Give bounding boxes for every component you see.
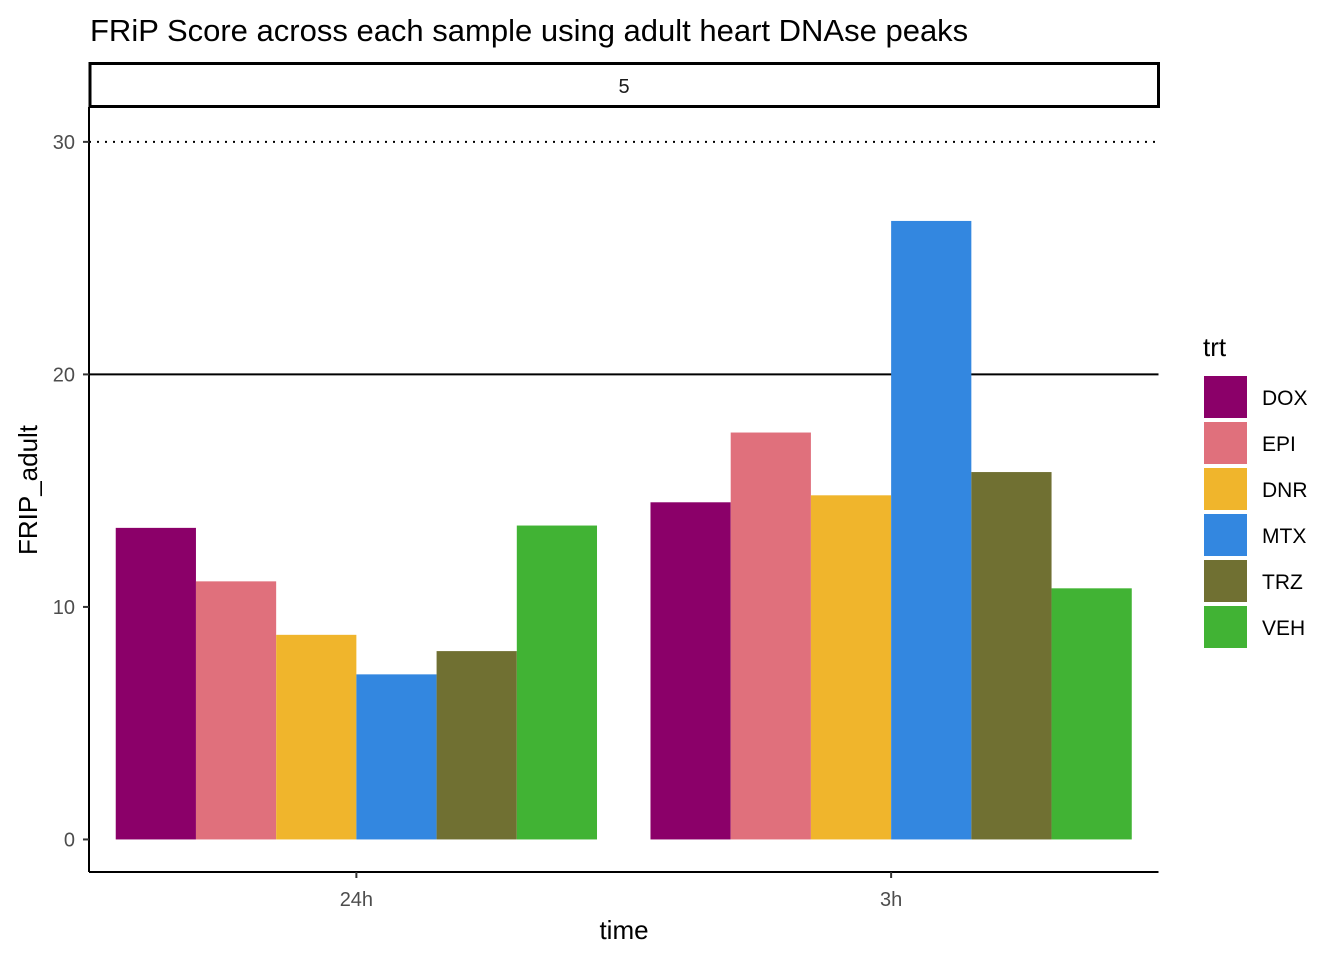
bars <box>115 220 1132 840</box>
bar-epi-3h <box>730 432 811 840</box>
legend-title: trt <box>1203 332 1227 362</box>
facet-strip-box <box>88 62 1160 108</box>
bar-mtx-24h <box>356 674 437 840</box>
axes <box>88 107 1159 873</box>
bar-epi-24h <box>195 581 277 840</box>
bar-dox-24h <box>115 527 196 840</box>
legend-label-epi: EPI <box>1262 433 1296 456</box>
legend-label-mtx: MTX <box>1262 525 1306 548</box>
bar-trz-24h <box>436 651 517 840</box>
legend-key-mtx <box>1204 514 1247 556</box>
chart-title: FRiP Score across each sample using adul… <box>90 13 968 48</box>
bar-mtx-3h <box>891 220 972 840</box>
y-tick-label-10: 10 <box>53 597 75 619</box>
y-axis-title: FRIP_adult <box>13 424 43 555</box>
reference-lines <box>89 140 1159 376</box>
bar-dnr-3h <box>810 495 892 840</box>
legend-label-trz: TRZ <box>1262 571 1303 594</box>
legend-key-dox <box>1204 376 1247 418</box>
legend-key-epi <box>1204 422 1247 464</box>
y-tick-label-20: 20 <box>53 364 75 386</box>
bar-veh-3h <box>1051 588 1132 840</box>
x-ticks: 24h 3h <box>340 872 902 911</box>
y-tick-label-0: 0 <box>64 829 75 851</box>
legend-key-dnr <box>1204 468 1247 510</box>
bar-trz-3h <box>971 472 1052 840</box>
facet-strip-label: 5 <box>618 76 629 98</box>
legend-key-trz <box>1204 560 1247 602</box>
y-tick-label-30: 30 <box>53 132 75 154</box>
bar-dnr-24h <box>276 634 357 840</box>
facet-strip: 5 <box>88 62 1160 108</box>
legend: trt DOX EPI DNR MTX TRZ VEH <box>1203 332 1308 648</box>
legend-label-dox: DOX <box>1262 387 1308 410</box>
bar-veh-24h <box>516 525 598 840</box>
x-tick-label-24h: 24h <box>340 889 373 911</box>
x-tick-label-3h: 3h <box>880 889 902 911</box>
legend-key-veh <box>1204 606 1247 648</box>
bar-dox-3h <box>650 502 731 840</box>
x-axis-title: time <box>599 915 648 945</box>
y-ticks: 0 10 20 30 <box>53 132 89 851</box>
legend-label-dnr: DNR <box>1262 479 1308 502</box>
legend-label-veh: VEH <box>1262 617 1305 640</box>
